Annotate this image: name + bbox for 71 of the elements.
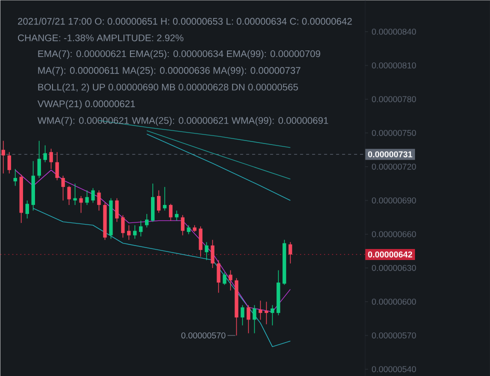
annotation: 2021/07/21 17:00 O: 0.00000651 H: 0.00000653 L: 0.00000634 C: 0.00000642 (18, 18, 352, 25)
candlestick (216, 260, 220, 293)
candlestick (121, 214, 125, 238)
candlestick (43, 144, 47, 162)
y-tick-label: 0.00000660 (372, 231, 416, 238)
candlestick (282, 239, 286, 286)
y-tick-label: 0.00000540 (372, 366, 416, 372)
y-tick-label: 0.00000600 (372, 298, 416, 305)
candlestick (61, 175, 65, 201)
y-tick-label: 0.00000780 (372, 96, 416, 102)
candlestick (288, 242, 292, 264)
y-tick-label: 0.00000750 (372, 130, 416, 136)
candlestick (234, 278, 238, 336)
candlestick (162, 186, 167, 211)
line-series (32, 208, 291, 347)
candlestick (67, 185, 71, 206)
candlestick (55, 152, 59, 180)
y-tick-label: 0.00000690 (372, 197, 416, 204)
annotation: EMA(7): 0.00000621 EMA(25): 0.00000634 EMA(99): 0.00000709 (38, 50, 320, 59)
candlestick (103, 202, 107, 240)
candlestick (240, 304, 244, 326)
candlestick (180, 214, 184, 236)
candlestick (270, 304, 274, 326)
candlestick (79, 196, 83, 214)
candlestick (156, 190, 161, 214)
line-series (14, 170, 291, 312)
annotation: CHANGE: -1.38% AMPLITUDE: 2.92% (18, 34, 184, 42)
candlestick (145, 214, 149, 228)
y-tick-label: 0.00000840 (372, 28, 416, 35)
candlestick (198, 226, 202, 257)
candlestick (19, 174, 24, 224)
candlestick (85, 190, 89, 206)
annotation: BOLL(21, 2) UP 0.00000690 MB 0.00000628 DN 0.00000565 (38, 83, 298, 92)
y-tick-label: 0.00000630 (372, 264, 416, 271)
ref-line-label: 0.00000642 (368, 251, 412, 258)
annotation: MA(7): 0.00000611 MA(25): 0.00000636 MA(99): 0.00000737 (38, 66, 300, 76)
candlestick (13, 168, 18, 186)
candlestick (264, 301, 268, 324)
candlestick (168, 203, 173, 221)
candlestick (7, 152, 12, 174)
candlestick (150, 183, 155, 222)
candlestick (37, 140, 41, 178)
candlestick (25, 200, 30, 219)
candlestick (252, 304, 256, 334)
candlestick (246, 304, 250, 334)
candlestick (133, 224, 137, 239)
candlestick (139, 220, 143, 237)
candlestick (109, 198, 113, 239)
annotation: 0.00000570 (181, 332, 226, 338)
line-series (146, 134, 291, 201)
ref-line-label: 0.00000731 (368, 151, 412, 158)
candlestick (222, 272, 226, 286)
candlestick (49, 148, 53, 170)
candlestick (204, 242, 208, 260)
candlestick (97, 190, 101, 211)
candlestick (276, 270, 280, 316)
y-tick-label: 0.00000810 (372, 62, 416, 68)
candlestick (228, 270, 232, 291)
annotation: VWAP(21) 0.00000621 (38, 100, 135, 110)
candlestick (127, 224, 131, 240)
annotation: WMA(7): 0.00000621 WMA(25): 0.00000621 WMA(99): 0.00000691 (38, 116, 328, 126)
candlestick (210, 239, 214, 268)
candlestick (1, 140, 6, 174)
candlestick (258, 300, 262, 320)
candlestick (91, 188, 95, 203)
candlestick (174, 210, 179, 221)
candlestick (115, 198, 119, 222)
y-tick-label: 0.00000570 (372, 332, 416, 338)
y-tick-label: 0.00000720 (372, 164, 416, 170)
candlestick (73, 183, 77, 206)
candlestick (31, 160, 35, 211)
